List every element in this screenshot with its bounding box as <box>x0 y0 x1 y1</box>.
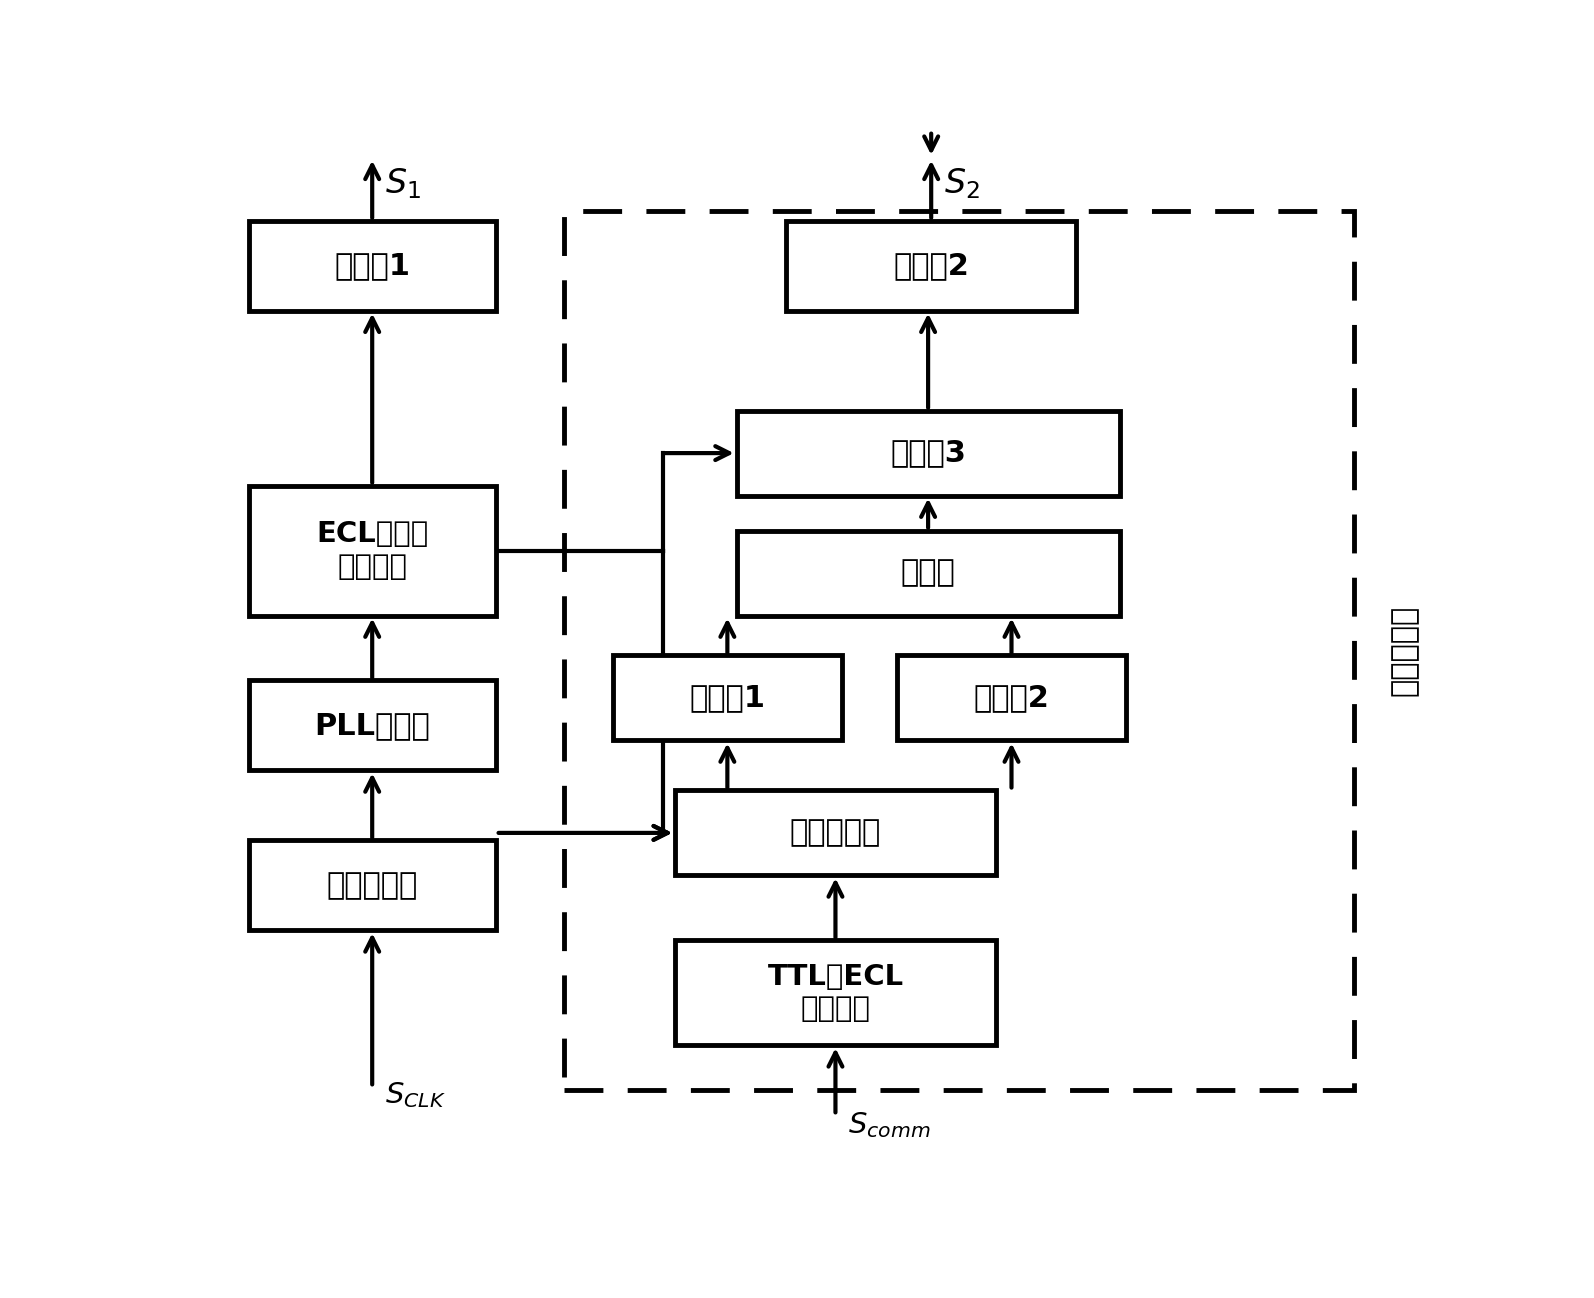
Bar <box>736 410 1119 496</box>
Bar <box>614 655 842 740</box>
Text: 快速比较器: 快速比较器 <box>327 871 418 900</box>
Bar <box>249 485 496 615</box>
Text: 延迟器3: 延迟器3 <box>889 439 966 467</box>
Text: $S_{comm}$: $S_{comm}$ <box>848 1110 931 1140</box>
Text: 延迟器2: 延迟器2 <box>974 684 1049 713</box>
Bar <box>897 655 1125 740</box>
Bar <box>249 840 496 931</box>
Text: 延迟器1: 延迟器1 <box>689 684 765 713</box>
Text: TTL至ECL
转换电路: TTL至ECL 转换电路 <box>767 963 904 1023</box>
Bar <box>564 210 1355 1090</box>
Text: 同步触发器: 同步触发器 <box>791 819 881 848</box>
Text: $S_1$: $S_1$ <box>384 166 421 201</box>
Bar <box>674 940 996 1045</box>
Text: 异或门: 异或门 <box>901 558 955 588</box>
Bar <box>249 680 496 771</box>
Text: 分频器2: 分频器2 <box>893 252 969 280</box>
Text: $S_{CLK}$: $S_{CLK}$ <box>384 1080 445 1110</box>
Text: PLL倍频器: PLL倍频器 <box>314 711 430 740</box>
Text: $S_2$: $S_2$ <box>944 166 979 201</box>
Text: 分频器1: 分频器1 <box>335 252 410 280</box>
Bar <box>249 221 496 310</box>
Bar <box>736 531 1119 615</box>
Text: 脉冲抑制器: 脉冲抑制器 <box>1390 605 1419 696</box>
Text: ECL信号时
钟分配器: ECL信号时 钟分配器 <box>316 520 429 580</box>
Bar <box>674 790 996 875</box>
Bar <box>786 221 1076 310</box>
